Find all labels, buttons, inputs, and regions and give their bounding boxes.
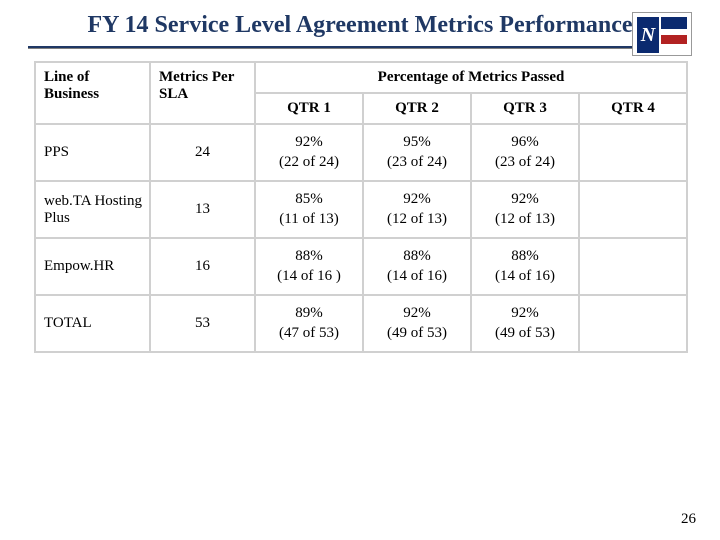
detail: (14 of 16) (478, 267, 572, 287)
table-row: Empow.HR 16 88% (14 of 16 ) 88% (14 of 1… (35, 238, 687, 295)
cell-lob: PPS (35, 124, 150, 181)
detail: (23 of 24) (370, 153, 464, 173)
cell-q4 (579, 238, 687, 295)
pct: 92% (511, 305, 539, 321)
cell-q3: 92% (12 of 13) (471, 181, 579, 238)
detail: (22 of 24) (262, 153, 356, 173)
cell-lob: Empow.HR (35, 238, 150, 295)
table-body: PPS 24 92% (22 of 24) 95% (23 of 24) 96%… (35, 124, 687, 352)
pct: 88% (511, 248, 539, 264)
detail: (14 of 16 ) (262, 267, 356, 287)
cell-q4 (579, 295, 687, 352)
table-row: web.TA Hosting Plus 13 85% (11 of 13) 92… (35, 181, 687, 238)
pct: 89% (295, 305, 323, 321)
cell-q2: 95% (23 of 24) (363, 124, 471, 181)
metrics-table: Line of Business Metrics Per SLA Percent… (34, 61, 688, 353)
cell-q2: 92% (49 of 53) (363, 295, 471, 352)
nfc-logo: N (632, 12, 692, 56)
cell-q1: 92% (22 of 24) (255, 124, 363, 181)
cell-q3: 96% (23 of 24) (471, 124, 579, 181)
cell-q3: 88% (14 of 16) (471, 238, 579, 295)
page-title: FY 14 Service Level Agreement Metrics Pe… (80, 10, 640, 40)
col-q3: QTR 3 (471, 93, 579, 124)
cell-mps: 13 (150, 181, 255, 238)
cell-mps: 24 (150, 124, 255, 181)
detail: (14 of 16) (370, 267, 464, 287)
cell-q1: 85% (11 of 13) (255, 181, 363, 238)
detail: (49 of 53) (478, 324, 572, 344)
detail: (49 of 53) (370, 324, 464, 344)
col-mps: Metrics Per SLA (150, 62, 255, 124)
col-lob: Line of Business (35, 62, 150, 124)
pct: 92% (403, 191, 431, 207)
col-q2: QTR 2 (363, 93, 471, 124)
cell-q1: 89% (47 of 53) (255, 295, 363, 352)
detail: (23 of 24) (478, 153, 572, 173)
header-row-1: Line of Business Metrics Per SLA Percent… (35, 62, 687, 93)
cell-lob: TOTAL (35, 295, 150, 352)
pct: 92% (403, 305, 431, 321)
slide-header: FY 14 Service Level Agreement Metrics Pe… (0, 0, 720, 44)
cell-mps: 53 (150, 295, 255, 352)
cell-lob: web.TA Hosting Plus (35, 181, 150, 238)
cell-q2: 92% (12 of 13) (363, 181, 471, 238)
table-row: PPS 24 92% (22 of 24) 95% (23 of 24) 96%… (35, 124, 687, 181)
pct: 95% (403, 134, 431, 150)
logo-flag-icon (661, 17, 687, 53)
cell-q2: 88% (14 of 16) (363, 238, 471, 295)
pct: 85% (295, 191, 323, 207)
logo-letter: N (637, 17, 659, 53)
pct: 92% (295, 134, 323, 150)
pct: 96% (511, 134, 539, 150)
cell-q1: 88% (14 of 16 ) (255, 238, 363, 295)
pct: 88% (403, 248, 431, 264)
detail: (12 of 13) (478, 210, 572, 230)
col-group: Percentage of Metrics Passed (255, 62, 687, 93)
pct: 88% (295, 248, 323, 264)
metrics-table-wrap: Line of Business Metrics Per SLA Percent… (0, 49, 720, 353)
detail: (47 of 53) (262, 324, 356, 344)
table-row: TOTAL 53 89% (47 of 53) 92% (49 of 53) 9… (35, 295, 687, 352)
detail: (11 of 13) (262, 210, 356, 230)
page-number: 26 (681, 511, 696, 528)
col-q4: QTR 4 (579, 93, 687, 124)
cell-q4 (579, 124, 687, 181)
pct: 92% (511, 191, 539, 207)
col-q1: QTR 1 (255, 93, 363, 124)
cell-mps: 16 (150, 238, 255, 295)
cell-q3: 92% (49 of 53) (471, 295, 579, 352)
detail: (12 of 13) (370, 210, 464, 230)
cell-q4 (579, 181, 687, 238)
